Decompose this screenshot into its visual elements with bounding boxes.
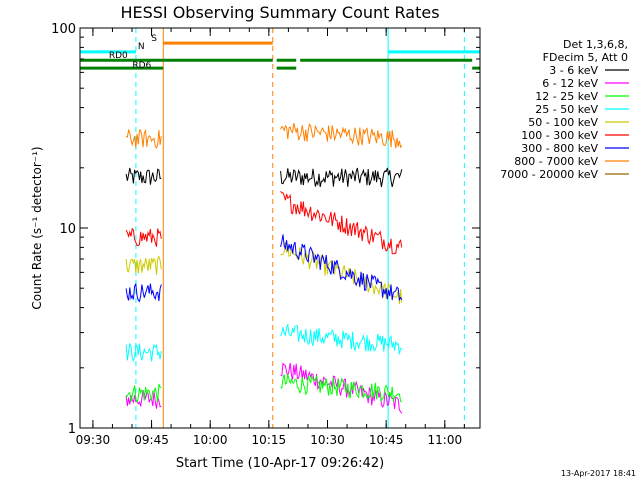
- series-line: [280, 242, 403, 305]
- series-300-800-kev: [125, 234, 403, 303]
- legend-label: 50 - 100 keV: [528, 116, 598, 129]
- chart-title-text: HESSI Observing Summary Count Rates: [120, 3, 439, 22]
- series-6-12-kev: [125, 362, 403, 414]
- legend-item: 100 - 300 keV: [521, 129, 629, 142]
- x-tick-label: 10:00: [193, 433, 228, 447]
- legend-label: 3 - 6 keV: [549, 64, 598, 77]
- legend-item: 3 - 6 keV: [549, 64, 629, 77]
- flag-label-rd0: RD0: [109, 51, 128, 61]
- x-axis-label-text: Start Time (10-Apr-17 09:26:42): [176, 456, 384, 471]
- series-line: [125, 128, 162, 149]
- legend-label: 25 - 50 keV: [535, 103, 598, 116]
- series-line: [280, 362, 403, 414]
- legend-item: 7000 - 20000 keV: [500, 168, 629, 181]
- series-line: [125, 255, 162, 276]
- legend-label: 800 - 7000 keV: [514, 155, 598, 168]
- axis-ticks: 09:30 09:45 10:00 10:15 10:30 10:45 11:00 1 10 10…: [51, 22, 480, 447]
- x-tick-label: 11:00: [428, 433, 463, 447]
- series-line: [125, 167, 162, 185]
- legend-item: 25 - 50 keV: [535, 103, 629, 116]
- y-axis-label-text: Count Rate (s⁻¹ detector⁻¹): [30, 146, 44, 309]
- legend-label: 300 - 800 keV: [521, 142, 598, 155]
- flag-label-rd6: RD6: [132, 61, 151, 71]
- flag-label-s: S: [151, 34, 157, 44]
- y-axis-label: Count Rate (s⁻¹ detector⁻¹): [30, 146, 44, 309]
- series-line: [125, 282, 162, 303]
- legend-item: 800 - 7000 keV: [514, 155, 629, 168]
- x-tick-label: 09:45: [134, 433, 169, 447]
- x-tick-label: 10:45: [369, 433, 404, 447]
- legend-label: 6 - 12 keV: [542, 77, 598, 90]
- series-line: [280, 323, 402, 355]
- series-12-25-kev: [125, 373, 403, 404]
- series-line: [280, 122, 403, 149]
- vertical-markers: [80, 28, 465, 428]
- legend-label: 7000 - 20000 keV: [500, 168, 598, 181]
- series-line: [280, 190, 403, 255]
- series-line: [125, 342, 162, 363]
- y-tick-label: 10: [59, 222, 76, 237]
- series-line: [280, 167, 403, 188]
- legend-header: Det 1,3,6,8,: [563, 38, 628, 51]
- series-25-50-kev: [125, 323, 402, 363]
- series-800-7000-kev: [125, 122, 403, 149]
- flag-label-n: N: [138, 42, 145, 52]
- y-tick-label: 100: [51, 22, 76, 37]
- flag-bars: [80, 41, 480, 70]
- legend-label: 100 - 300 keV: [521, 129, 598, 142]
- legend-item: 300 - 800 keV: [521, 142, 629, 155]
- series-line: [125, 227, 162, 247]
- chart-title: HESSI Observing Summary Count Rates: [120, 3, 439, 22]
- x-tick-label: 09:30: [76, 433, 111, 447]
- x-tick-label: 10:15: [252, 433, 287, 447]
- series-3-6-kev: [125, 167, 403, 188]
- series-line: [125, 383, 162, 404]
- legend-item: 50 - 100 keV: [528, 116, 629, 129]
- plot-frame: [79, 27, 481, 429]
- y-tick-label: 1: [68, 422, 76, 437]
- legend-label: 12 - 25 keV: [535, 90, 598, 103]
- series-layer: [125, 122, 403, 414]
- x-axis-label: Start Time (10-Apr-17 09:26:42): [176, 456, 384, 471]
- series-line: [280, 373, 403, 403]
- legend-item: 12 - 25 keV: [535, 90, 629, 103]
- series-line: [280, 234, 403, 302]
- legend-header: FDecim 5, Att 0: [543, 51, 628, 64]
- x-tick-label: 10:30: [310, 433, 345, 447]
- timestamp: 13-Apr-2017 18:41: [561, 469, 636, 478]
- series-100-300-kev: [125, 190, 403, 255]
- legend-item: 6 - 12 keV: [542, 77, 629, 90]
